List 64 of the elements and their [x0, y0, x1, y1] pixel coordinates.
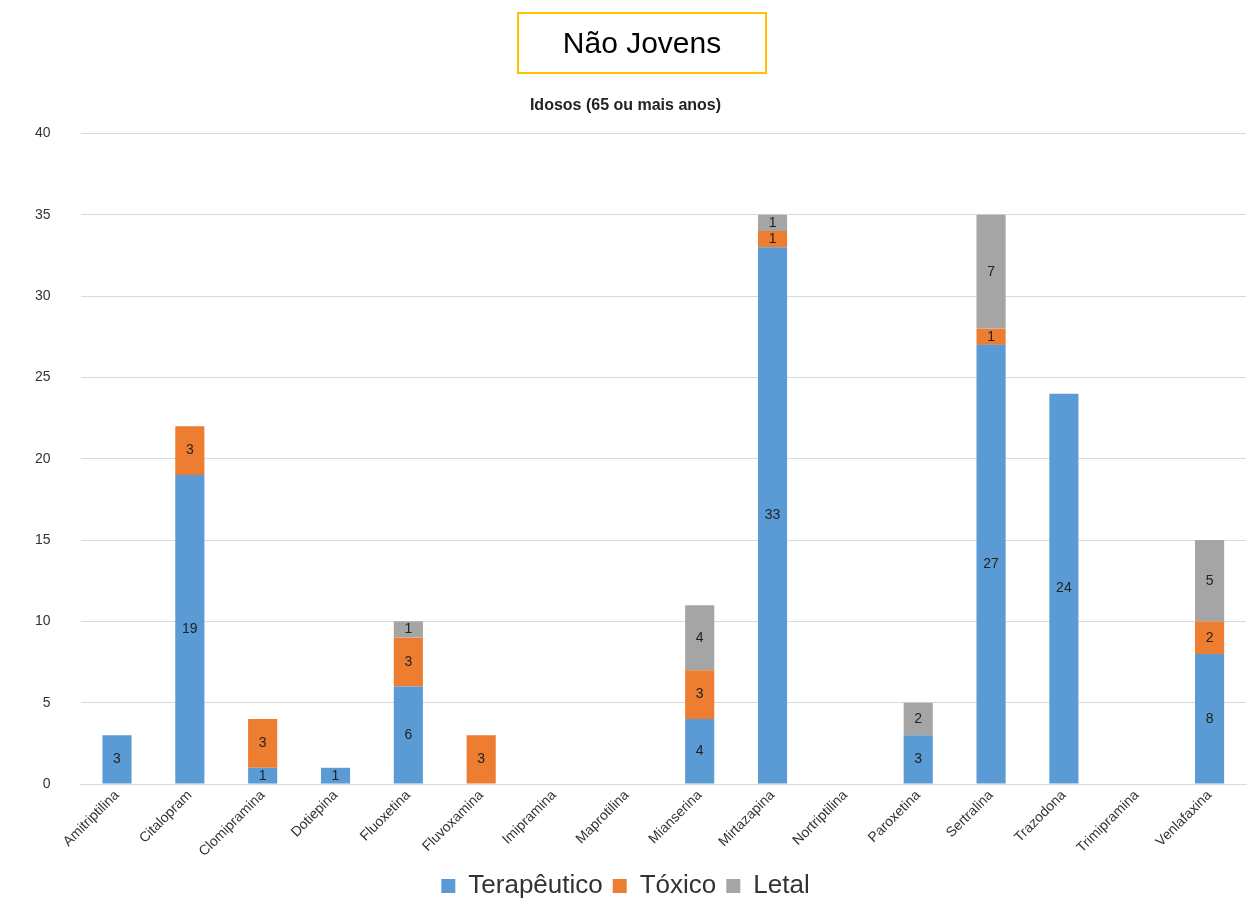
data-label: 5	[1205, 571, 1214, 588]
data-label: 7	[987, 262, 996, 279]
data-label: 1	[987, 327, 996, 344]
bar	[903, 702, 933, 736]
data-label: 6	[404, 725, 413, 742]
data-label: 3	[185, 441, 194, 458]
data-label: 27	[983, 555, 1000, 572]
bar	[1195, 540, 1225, 622]
data-label: 3	[477, 750, 486, 767]
data-label: 1	[404, 620, 413, 637]
bar	[320, 767, 351, 784]
data-label: 2	[1205, 628, 1214, 645]
legend-label: Tóxico	[639, 869, 717, 900]
bar	[393, 621, 423, 638]
data-label: 3	[113, 750, 122, 767]
legend-label: Letal	[753, 869, 810, 900]
legend-label: Terapêutico	[468, 869, 603, 900]
bar	[976, 328, 1006, 345]
bar	[248, 767, 278, 784]
y-tick-label: 25	[34, 368, 51, 385]
bar	[393, 637, 423, 687]
bar	[903, 735, 933, 784]
bar	[976, 214, 1006, 329]
chart-title: Não Jovens	[517, 12, 767, 74]
data-label: 1	[331, 766, 340, 783]
data-label: 8	[1205, 709, 1214, 726]
data-label: 3	[914, 750, 923, 767]
bar	[757, 214, 788, 231]
bar	[102, 735, 132, 784]
bar	[685, 605, 715, 671]
data-label: 3	[258, 734, 267, 751]
bar	[685, 670, 715, 719]
data-label: 3	[404, 652, 413, 669]
y-tick-label: 5	[42, 693, 51, 710]
bar	[175, 426, 205, 475]
y-tick-label: 0	[42, 774, 51, 791]
bar	[175, 474, 205, 784]
data-label: 24	[1056, 579, 1072, 596]
y-tick-label: 10	[34, 612, 51, 629]
data-label: 1	[258, 766, 267, 783]
data-label: 3	[695, 685, 704, 702]
chart-subtitle: Idosos (65 ou mais anos)	[529, 96, 722, 114]
data-label: 1	[768, 229, 777, 246]
y-tick-label: 40	[34, 124, 51, 141]
bar	[393, 686, 423, 784]
y-tick-label: 20	[34, 449, 51, 466]
bar	[757, 247, 788, 784]
bar	[466, 735, 496, 784]
y-tick-label: 15	[34, 530, 51, 547]
y-tick-label: 35	[34, 205, 51, 222]
data-label: 2	[914, 709, 923, 726]
bar	[685, 718, 715, 784]
bar	[1195, 621, 1225, 654]
data-label: 4	[695, 742, 704, 759]
data-label: 33	[764, 506, 781, 523]
bar	[1195, 653, 1225, 784]
y-tick-label: 30	[34, 286, 51, 303]
bar	[976, 344, 1006, 784]
data-label: 19	[182, 620, 198, 637]
data-label: 1	[768, 213, 777, 230]
bar	[248, 718, 278, 768]
data-label: 4	[695, 628, 704, 645]
bar	[757, 231, 788, 248]
bar	[1049, 393, 1079, 784]
